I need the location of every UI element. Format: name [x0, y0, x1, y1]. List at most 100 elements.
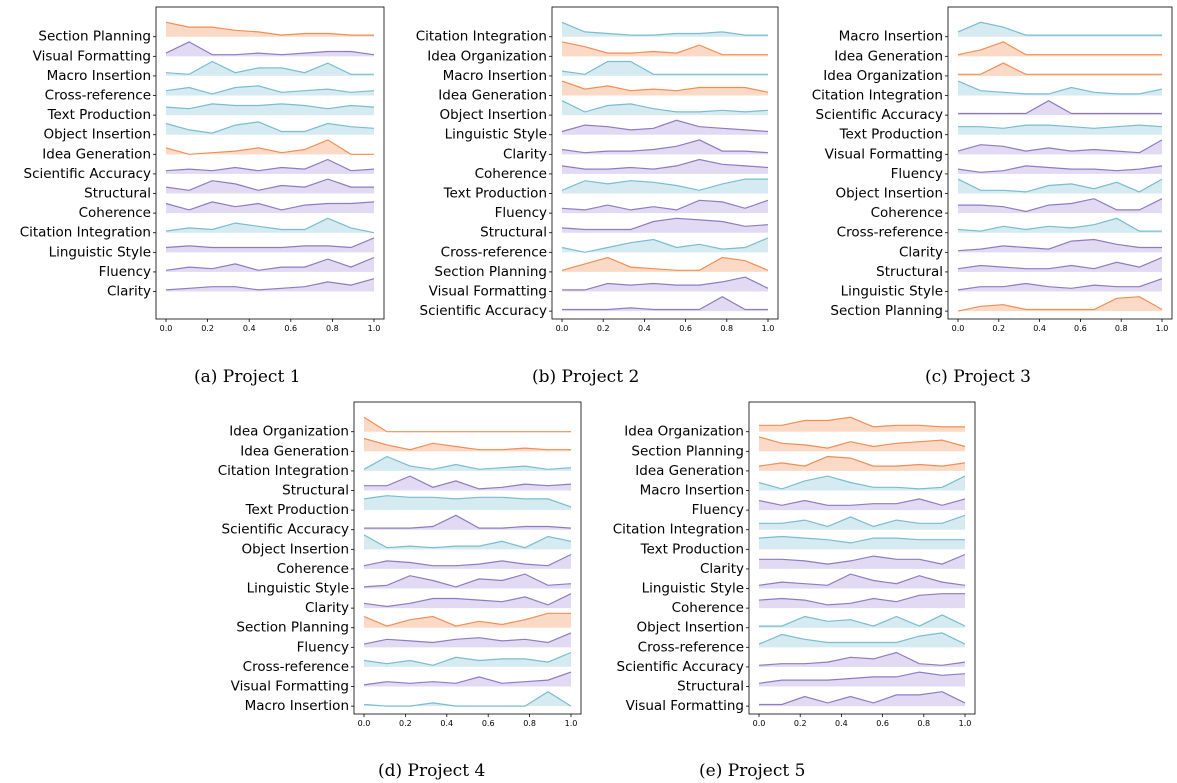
row-label: Coherence — [277, 561, 349, 577]
ridge-line-macro-insertion — [758, 475, 966, 490]
panel-2: Citation Integration Idea Organization Mac… — [416, 6, 779, 387]
row-label: Clarity — [899, 244, 943, 260]
ridge-area-cross-reference — [562, 237, 768, 253]
row-label: Fluency — [891, 166, 943, 182]
x-tick-label: 1.0 — [1156, 324, 1169, 333]
ridge-area-fluency — [958, 165, 1162, 174]
ridge-line-section-planning — [957, 296, 1163, 312]
ridge-line-scientific-accuracy — [958, 100, 1162, 115]
ridge-line-fluency — [758, 498, 966, 506]
x-tick-label: 0.4 — [440, 719, 453, 728]
x-tick-label: 0.8 — [720, 324, 733, 333]
ridge-line-visual-formatting — [562, 276, 769, 291]
ridge-line-idea-generation — [758, 455, 966, 467]
row-label: Scientific Accuracy — [420, 303, 548, 319]
ridge-area-text-production — [562, 179, 768, 194]
row-label: Linguistic Style — [445, 127, 547, 143]
ridge-area-idea-generation — [166, 139, 374, 155]
row-label: Clarity — [700, 561, 744, 577]
plot-frame — [551, 6, 779, 320]
ridge-line-idea-generation — [363, 437, 571, 451]
ridge-area-text-production — [759, 536, 965, 550]
ridge-line-structural — [165, 178, 374, 191]
ridge-line-citation-integration — [165, 217, 375, 234]
ridge-line-scientific-accuracy — [364, 514, 572, 529]
ridge-area-scientific-accuracy — [958, 100, 1162, 116]
row-label: Macro Insertion — [47, 68, 151, 84]
row-label: Idea Generation — [240, 443, 349, 459]
row-label: Structural — [282, 483, 349, 499]
x-tick-label: 1.0 — [565, 719, 578, 728]
row-label: Cross-reference — [638, 639, 744, 655]
row-label: Structural — [677, 679, 744, 695]
ridge-line-scientific-accuracy — [562, 296, 768, 311]
ridge-line-visual-formatting — [957, 139, 1163, 154]
row-label: Object Insertion — [241, 541, 349, 557]
row-label: Idea Organization — [427, 48, 547, 64]
ridge-area-section-planning — [958, 296, 1162, 312]
ridge-line-coherence — [758, 593, 965, 606]
panel-caption: (a) Project 1 — [194, 367, 301, 387]
ridge-area-cross-reference — [364, 652, 571, 667]
row-label: Clarity — [503, 146, 547, 162]
row-label: Idea Generation — [635, 463, 744, 479]
ridge-area-linguistic-style — [958, 278, 1162, 292]
ridge-area-visual-formatting — [759, 691, 965, 707]
row-label: Object Insertion — [43, 127, 151, 143]
ridge-line-linguistic-style — [957, 278, 1163, 291]
ridge-area-clarity — [562, 139, 768, 155]
ridge-area-coherence — [958, 198, 1162, 214]
x-tick-label: 0.6 — [1074, 324, 1087, 333]
ridge-area-visual-formatting — [166, 41, 374, 57]
ridge-line-visual-formatting — [165, 41, 375, 56]
x-tick-label: 0.2 — [794, 719, 807, 728]
row-label: Coherence — [475, 166, 547, 182]
ridge-area-idea-organization — [759, 417, 965, 432]
panel-1: Section Planning Visual Formatting Macro I… — [20, 6, 385, 387]
row-label: Visual Formatting — [825, 146, 943, 162]
row-label: Citation Integration — [812, 88, 943, 104]
ridge-area-linguistic-style — [166, 237, 374, 253]
ridge-area-clarity — [759, 554, 965, 569]
ridge-area-object-insertion — [562, 100, 768, 116]
row-label: Visual Formatting — [231, 679, 349, 695]
ridge-line-fluency — [363, 632, 572, 645]
ridge-area-scientific-accuracy — [364, 515, 571, 530]
row-label: Text Production — [47, 107, 151, 123]
row-label: Idea Generation — [834, 48, 943, 64]
ridge-line-scientific-accuracy — [165, 158, 375, 172]
ridge-area-clarity — [364, 593, 571, 609]
row-label: Citation Integration — [416, 29, 547, 45]
row-label: Scientific Accuracy — [222, 522, 350, 538]
ridge-line-cross-reference — [363, 651, 572, 666]
ridge-area-clarity — [166, 278, 374, 292]
ridge-line-section-planning — [165, 21, 374, 36]
ridge-line-fluency — [957, 165, 1163, 173]
x-tick-label: 0.0 — [160, 324, 173, 333]
ridge-area-citation-integration — [759, 515, 965, 530]
panel-caption: (e) Project 5 — [699, 761, 805, 781]
panel-3: Macro Insertion Idea Generation Idea Organ… — [812, 6, 1173, 387]
row-label: Cross-reference — [837, 225, 943, 241]
ridge-line-visual-formatting — [363, 671, 572, 686]
ridge-line-idea-generation — [957, 41, 1162, 56]
ridge-area-fluency — [166, 257, 374, 272]
ridge-line-linguistic-style — [758, 573, 966, 586]
plot-frame — [748, 401, 976, 715]
x-tick-label: 0.2 — [992, 324, 1005, 333]
x-tick-label: 0.8 — [523, 719, 536, 728]
x-tick-label: 0.4 — [243, 324, 256, 333]
row-label: Citation Integration — [20, 225, 151, 241]
plot-frame — [155, 6, 385, 320]
ridge-area-object-insertion — [166, 121, 374, 135]
ridge-area-idea-generation — [562, 81, 768, 96]
row-label: Macro Insertion — [245, 698, 349, 714]
row-label: Scientific Accuracy — [816, 107, 944, 123]
ridge-area-object-insertion — [958, 179, 1162, 194]
row-label: Text Production — [839, 127, 943, 143]
row-label: Text Production — [245, 502, 349, 518]
ridge-line-section-planning — [758, 436, 966, 449]
plot-frame — [947, 6, 1173, 320]
row-label: Section Planning — [38, 29, 151, 45]
ridge-line-text-production — [758, 535, 965, 544]
